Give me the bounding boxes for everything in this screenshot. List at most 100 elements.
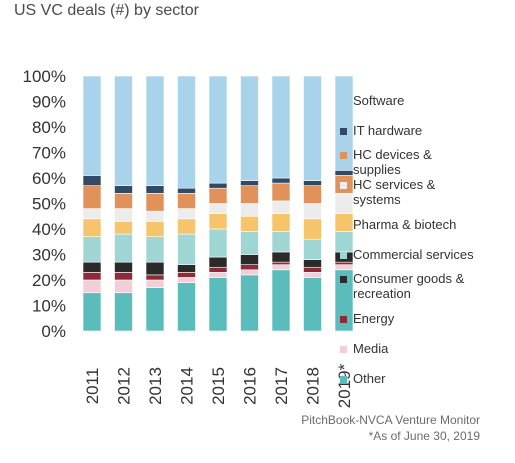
bar-segment-consumer-goods-recreation — [271, 251, 291, 263]
bar-segment-energy — [271, 261, 291, 265]
bar-segment-it-hardware — [145, 185, 165, 194]
y-tick-label: 90% — [32, 93, 66, 112]
x-tick-label: 2018 — [304, 367, 323, 405]
bar-segment-commercial-services — [177, 233, 196, 266]
bar-segment-pharma-biotech — [271, 213, 291, 232]
x-tick-label: 2012 — [115, 367, 134, 405]
x-tick-label: 2011 — [83, 368, 102, 405]
as-of-note: *As of June 30, 2019 — [368, 429, 480, 443]
legend-swatch — [340, 376, 347, 383]
bar-segment-software — [303, 75, 322, 181]
y-tick-label: 30% — [32, 246, 66, 265]
legend-swatch — [340, 316, 347, 323]
bar-segment-consumer-goods-recreation — [114, 261, 133, 273]
bar-segment-energy — [334, 261, 354, 265]
bar-segment-media — [114, 279, 133, 294]
bar-segment-commercial-services — [114, 233, 133, 263]
chart-title: US VC deals (#) by sector — [14, 2, 199, 19]
y-tick-label: 70% — [32, 144, 66, 163]
bar-segment-hc-devices-supplies — [208, 187, 228, 204]
y-tick-label: 20% — [32, 271, 66, 290]
source-note: PitchBook-NVCA Venture Monitor — [301, 413, 480, 427]
x-tick-label: 2015 — [209, 367, 228, 405]
bar-segment-it-hardware — [82, 175, 102, 186]
bar-segment-pharma-biotech — [145, 221, 165, 237]
bar-segment-energy — [145, 274, 165, 281]
legend-swatch — [340, 128, 347, 135]
bar-segment-pharma-biotech — [114, 221, 133, 235]
bar-segment-hc-services-systems — [177, 208, 196, 220]
y-tick-label: 80% — [32, 118, 66, 137]
bar-segment-hc-devices-supplies — [271, 182, 291, 202]
bar-segment-it-hardware — [334, 170, 354, 176]
bar-segment-other — [271, 269, 291, 332]
bar-segment-software — [177, 75, 196, 189]
bar-segment-software — [240, 75, 259, 181]
bar-segment-hc-devices-supplies — [303, 185, 322, 204]
bar-segment-commercial-services — [145, 236, 165, 263]
bar-segment-hc-services-systems — [334, 193, 354, 215]
bar-segment-energy — [303, 266, 322, 273]
legend-label: Consumer goods & recreation — [353, 271, 465, 301]
x-tick-label: 2014 — [178, 367, 197, 405]
bar-segment-software — [334, 75, 354, 171]
bar-segment-media — [303, 272, 322, 278]
bar-segment-it-hardware — [240, 180, 259, 186]
bar-segment-it-hardware — [114, 185, 133, 194]
bar-segment-media — [145, 279, 165, 288]
bar-segment-hc-services-systems — [240, 203, 259, 217]
bar-segment-commercial-services — [334, 231, 354, 253]
bar-segment-commercial-services — [303, 238, 322, 260]
bar-segment-hc-devices-supplies — [145, 193, 165, 212]
legend-swatch — [340, 222, 347, 229]
bar-segment-energy — [240, 264, 259, 271]
bar-segment-media — [208, 272, 228, 278]
bar-segment-consumer-goods-recreation — [240, 254, 259, 265]
legend-label: Other — [353, 371, 386, 386]
bar-segment-it-hardware — [177, 187, 196, 194]
bar-segment-hc-services-systems — [114, 208, 133, 222]
bar-segment-pharma-biotech — [303, 218, 322, 240]
bar-segment-other — [82, 292, 102, 332]
bar-segment-software — [145, 75, 165, 186]
bar-segment-other — [208, 277, 228, 332]
bar-segment-other — [303, 277, 322, 332]
bar-segment-hc-services-systems — [271, 200, 291, 214]
bar-segment-consumer-goods-recreation — [303, 259, 322, 268]
bar-segment-other — [177, 282, 196, 332]
bar-segment-commercial-services — [208, 228, 228, 258]
bar-segment-commercial-services — [82, 236, 102, 263]
bar-segment-media — [334, 264, 354, 271]
bar-segment-media — [271, 264, 291, 271]
bar-segment-media — [240, 269, 259, 276]
legend-label: Pharma & biotech — [353, 217, 457, 232]
y-tick-label: 50% — [32, 195, 66, 214]
bar-segment-consumer-goods-recreation — [177, 264, 196, 273]
legend-swatch — [340, 98, 347, 105]
bar-segment-pharma-biotech — [82, 218, 102, 237]
legend-label: Energy — [353, 311, 395, 326]
x-tick-label: 2013 — [146, 367, 165, 405]
legend-swatch — [340, 346, 347, 353]
bar-segment-commercial-services — [240, 231, 259, 255]
legend-swatch — [340, 276, 347, 283]
bar-segment-pharma-biotech — [208, 213, 228, 230]
bar-segment-hc-devices-supplies — [240, 185, 259, 204]
legend-swatch — [340, 152, 347, 159]
bar-segment-energy — [208, 266, 228, 273]
bar-segment-other — [114, 292, 133, 332]
y-tick-label: 60% — [32, 169, 66, 188]
bar-segment-hc-devices-supplies — [114, 193, 133, 209]
bar-segment-hc-devices-supplies — [177, 193, 196, 209]
bar-segment-hc-services-systems — [82, 208, 102, 220]
bar-segment-software — [114, 75, 133, 186]
legend-label: Software — [353, 93, 405, 108]
bar-segment-other — [240, 274, 259, 332]
legend-swatch — [340, 252, 347, 259]
bar-segment-hc-services-systems — [303, 203, 322, 220]
legend-swatch — [340, 182, 347, 189]
y-tick-label: 100% — [23, 67, 66, 86]
bar-segment-energy — [82, 272, 102, 281]
